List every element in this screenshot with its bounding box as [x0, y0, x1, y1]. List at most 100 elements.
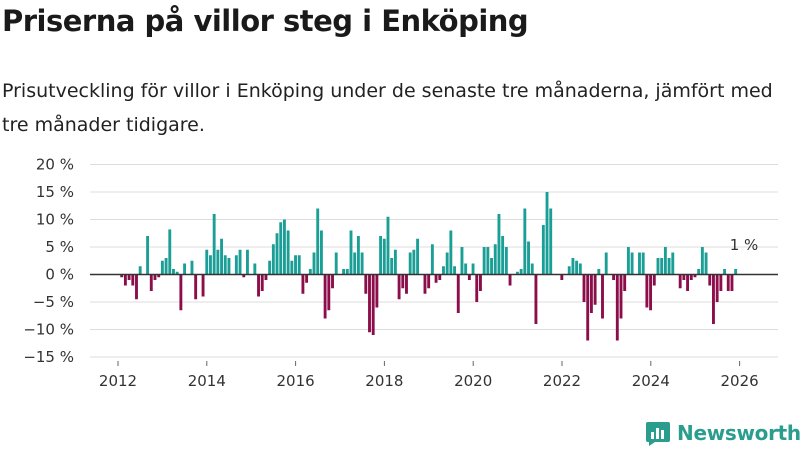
bar	[135, 274, 138, 300]
bar	[149, 274, 153, 291]
bar	[242, 274, 246, 278]
bar	[397, 274, 401, 300]
bar	[183, 263, 187, 275]
bar	[571, 258, 575, 275]
bar	[401, 274, 405, 289]
bar	[316, 208, 320, 275]
bar	[493, 244, 497, 275]
bar	[560, 274, 564, 280]
bar	[671, 252, 675, 275]
bar	[434, 274, 438, 283]
x-tick-label: 2012	[99, 372, 137, 390]
bar	[456, 274, 460, 313]
chart-subtitle: Prisutveckling för villor i Enköping und…	[2, 80, 773, 136]
bar	[523, 208, 527, 275]
bar	[127, 274, 131, 280]
bar	[479, 274, 482, 291]
bar	[467, 274, 471, 280]
bar	[327, 274, 331, 311]
y-axis: −15 % −10 % −5 % 0 % 5 % 10 % 15 % 20 %	[23, 156, 74, 367]
bar	[138, 266, 142, 275]
bar	[501, 236, 505, 275]
bar	[623, 274, 627, 291]
x-tick-label: 2016	[277, 372, 315, 390]
bar	[153, 274, 157, 280]
bar	[567, 266, 571, 275]
bar	[719, 274, 723, 291]
newsworthy-logo-icon	[646, 422, 670, 446]
bar	[667, 258, 671, 275]
bar	[160, 260, 164, 275]
bar	[238, 249, 242, 275]
bar	[656, 258, 660, 275]
bar	[408, 252, 412, 275]
bar	[508, 274, 512, 286]
bar	[582, 274, 586, 302]
bar	[645, 274, 649, 308]
newsworthy-logo: Newsworthy	[645, 420, 800, 446]
bar	[279, 222, 283, 275]
bar	[286, 230, 290, 275]
bar	[305, 274, 309, 283]
bar	[601, 274, 604, 319]
bar	[194, 274, 198, 300]
bar	[708, 274, 712, 286]
bar	[715, 274, 719, 302]
bar	[234, 255, 238, 275]
bar	[593, 274, 597, 305]
y-tick-label: 20 %	[36, 156, 74, 174]
bar	[445, 252, 449, 275]
bar	[257, 274, 260, 297]
bar	[175, 271, 179, 275]
bar	[578, 263, 582, 275]
bar	[294, 255, 297, 275]
bar	[726, 274, 730, 291]
bar	[268, 260, 272, 275]
y-tick-label: 10 %	[36, 211, 74, 229]
bar	[453, 266, 456, 275]
bar	[612, 274, 616, 280]
bar	[504, 247, 508, 275]
bar	[364, 274, 368, 294]
bar	[686, 274, 690, 291]
bar	[430, 244, 434, 275]
bar	[123, 274, 127, 286]
bar	[220, 238, 223, 275]
bar	[342, 269, 346, 275]
bar	[323, 274, 327, 319]
bar	[689, 274, 693, 280]
bar	[423, 274, 427, 294]
bar	[212, 214, 216, 275]
x-tick-label: 2024	[632, 372, 670, 390]
bar	[530, 263, 534, 275]
y-tick-label: −10 %	[23, 321, 74, 339]
bar	[412, 249, 416, 275]
bar	[264, 274, 268, 280]
bar	[371, 274, 375, 335]
bar	[349, 230, 353, 275]
grid-lines	[90, 164, 778, 358]
x-tick-label: 2018	[365, 372, 403, 390]
bar	[209, 255, 212, 275]
bar	[353, 252, 357, 275]
bar	[271, 244, 275, 275]
bar	[368, 274, 371, 333]
x-axis: 2012 2014 2016 2018 2020 2022 2024 2026	[99, 361, 759, 390]
bar	[301, 274, 305, 294]
bar	[390, 258, 394, 275]
bar	[589, 274, 593, 313]
bar	[575, 260, 579, 275]
bar	[379, 236, 383, 275]
bar	[172, 269, 175, 275]
bar	[490, 258, 493, 275]
bar	[120, 274, 124, 278]
bar	[704, 252, 708, 275]
bar	[549, 208, 553, 275]
chart-title: Priserna på villor steg i Enköping	[2, 4, 529, 38]
bar	[723, 269, 726, 275]
bar	[615, 274, 619, 341]
bar	[449, 230, 453, 275]
bar	[131, 274, 135, 286]
bar	[442, 266, 445, 275]
bar	[700, 247, 704, 275]
